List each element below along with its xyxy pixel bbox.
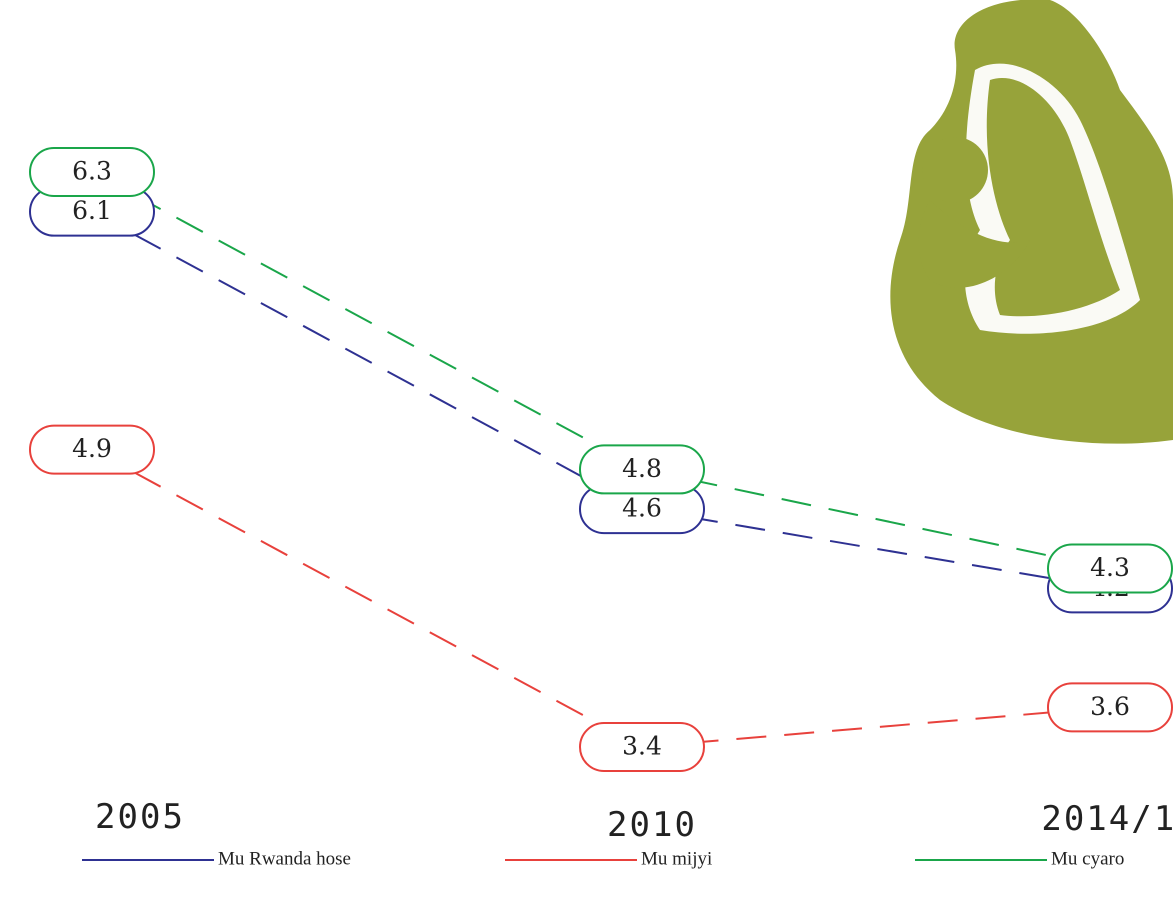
legend-label: Mu cyaro [1051, 848, 1124, 869]
value-box [579, 722, 705, 772]
value-label: 3.4 [622, 732, 662, 761]
value-box [29, 147, 155, 197]
value-label: 4.3 [1090, 553, 1130, 582]
x-tick-label: 2010 [607, 805, 697, 845]
value-box [29, 424, 155, 475]
value-box [1047, 682, 1173, 733]
value-label: 6.1 [72, 196, 112, 225]
value-box [1047, 543, 1173, 594]
x-tick-label: 2014/15 [1041, 799, 1173, 839]
value-label: 4.8 [622, 454, 662, 483]
mother-child-icon [890, 0, 1173, 444]
value-label: 4.6 [622, 494, 662, 523]
legend-label: Mu Rwanda hose [218, 848, 351, 869]
legend-label: Mu mijyi [641, 848, 712, 869]
value-label: 4.9 [72, 434, 112, 463]
value-label: 3.6 [1090, 692, 1130, 721]
x-tick-label: 2005 [95, 797, 185, 837]
value-box [579, 444, 705, 495]
value-label: 6.3 [72, 157, 112, 186]
